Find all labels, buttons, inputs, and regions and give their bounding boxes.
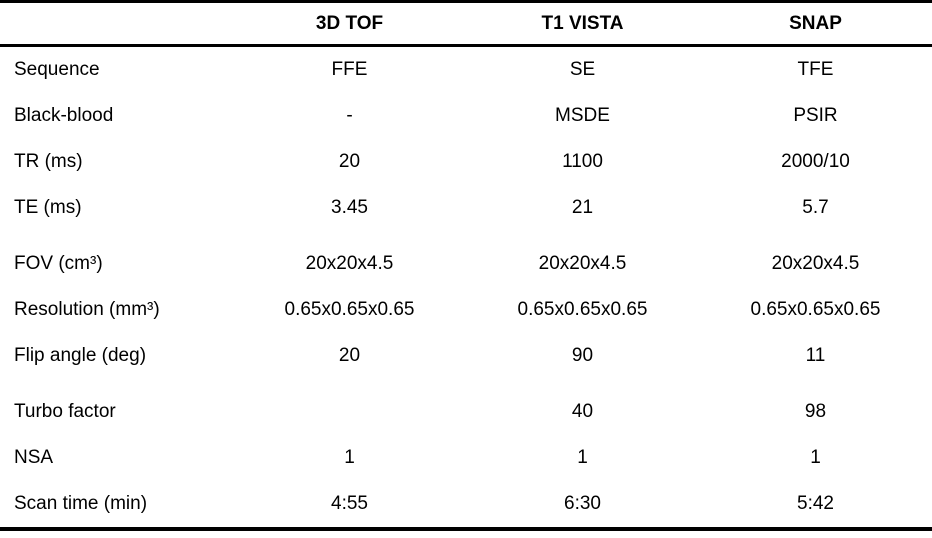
column-header-3d-tof: 3D TOF — [233, 1, 466, 47]
table-row: Sequence FFE SE TFE — [0, 46, 932, 94]
cell-value: 20x20x4.5 — [771, 253, 860, 274]
cell-value: 1100 — [562, 151, 603, 172]
row-label: FOV (cm³) — [14, 253, 103, 274]
row-label: NSA — [14, 447, 54, 468]
column-header-snap: SNAP — [699, 1, 932, 47]
cell-value: MSDE — [555, 105, 610, 126]
row-label: Sequence — [14, 59, 100, 80]
header-row: 3D TOF T1 VISTA SNAP — [0, 1, 932, 47]
row-label: TE (ms) — [14, 197, 82, 218]
cell-value: 5:42 — [797, 493, 834, 514]
cell-value: 2000/10 — [781, 151, 850, 172]
cell-value: 20x20x4.5 — [305, 253, 394, 274]
cell-value: 20 — [338, 151, 361, 172]
column-header-t1-vista: T1 VISTA — [466, 1, 699, 47]
cell-value: 6:30 — [564, 493, 601, 514]
cell-value: 20x20x4.5 — [538, 253, 627, 274]
cell-value: 4:55 — [331, 493, 368, 514]
table-row: Resolution (mm³) 0.65x0.65x0.65 0.65x0.65x… — [0, 287, 932, 333]
table-row: NSA 1 1 1 — [0, 435, 932, 481]
cell-value: 1 — [810, 447, 821, 468]
table-row: TE (ms) 3.45 21 5.7 — [0, 185, 932, 231]
cell-value: SE — [569, 59, 596, 80]
cell-value: 21 — [571, 197, 594, 218]
table-row: Black-blood - MSDE PSIR — [0, 93, 932, 139]
cell-value: 3.45 — [331, 197, 368, 218]
cell-value: 1 — [577, 447, 588, 468]
cell-value: 98 — [804, 401, 827, 422]
cell-value: 0.65x0.65x0.65 — [517, 299, 648, 320]
cell-value: 20 — [338, 345, 361, 366]
column-header-empty — [0, 1, 233, 47]
table-row: Scan time (min) 4:55 6:30 5:42 — [0, 481, 932, 529]
cell-value: 40 — [571, 401, 594, 422]
row-label: Resolution (mm³) — [14, 299, 160, 320]
cell-value: TFE — [797, 59, 834, 80]
cell-value: FFE — [331, 59, 368, 80]
table-row: Turbo factor 40 98 — [0, 379, 932, 435]
table-row: FOV (cm³) 20x20x4.5 20x20x4.5 20x20x4.5 — [0, 231, 932, 287]
row-label: Black-blood — [14, 105, 114, 126]
row-label: Turbo factor — [14, 401, 116, 422]
cell-value: - — [346, 105, 353, 126]
row-label: Scan time (min) — [14, 493, 148, 514]
cell-value: 0.65x0.65x0.65 — [284, 299, 415, 320]
table-row: TR (ms) 20 1100 2000/10 — [0, 139, 932, 185]
cell-value: 1 — [344, 447, 355, 468]
cell-value: 0.65x0.65x0.65 — [750, 299, 881, 320]
table-row: Flip angle (deg) 20 90 11 — [0, 333, 932, 379]
cell-value: 5.7 — [802, 197, 829, 218]
row-label: Flip angle (deg) — [14, 345, 147, 366]
cell-value: 90 — [571, 345, 594, 366]
row-label: TR (ms) — [14, 151, 83, 172]
cell-value: 11 — [805, 345, 826, 366]
cell-value: PSIR — [793, 105, 838, 126]
cell-value — [233, 379, 466, 435]
